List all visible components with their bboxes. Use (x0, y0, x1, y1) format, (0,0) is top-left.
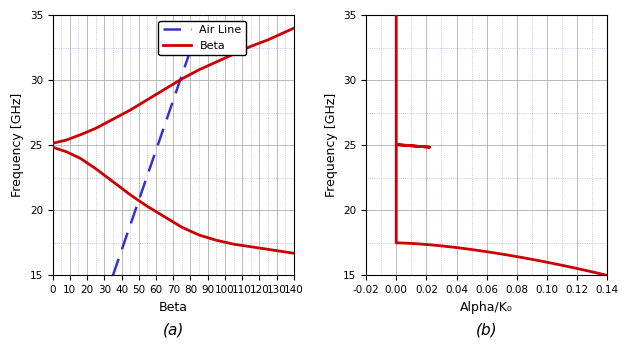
Beta (127, 108, 134, 112)
Beta (264, 38, 272, 42)
Y-axis label: Frequency [GHz]: Frequency [GHz] (324, 93, 338, 197)
Beta (62, 138, 70, 142)
X-axis label: Beta: Beta (159, 301, 188, 314)
Text: (b): (b) (476, 322, 498, 337)
Legend: Air Line, Beta: Air Line, Beta (158, 21, 246, 55)
Beta (282, 30, 289, 34)
Beta (212, 60, 220, 64)
Text: (a): (a) (163, 322, 184, 337)
X-axis label: Alpha/K₀: Alpha/K₀ (461, 301, 513, 314)
Beta (144, 98, 151, 102)
Beta (76, 133, 84, 137)
Beta (92, 126, 100, 131)
Beta (247, 44, 255, 48)
Beta (230, 52, 238, 56)
Y-axis label: Frequency [GHz]: Frequency [GHz] (11, 93, 24, 197)
Beta (178, 77, 186, 81)
Beta (290, 26, 297, 30)
Beta (109, 117, 117, 121)
Beta (49, 141, 57, 145)
Beta (195, 68, 203, 72)
Beta (161, 87, 168, 91)
Line: Beta: Beta (53, 28, 294, 143)
